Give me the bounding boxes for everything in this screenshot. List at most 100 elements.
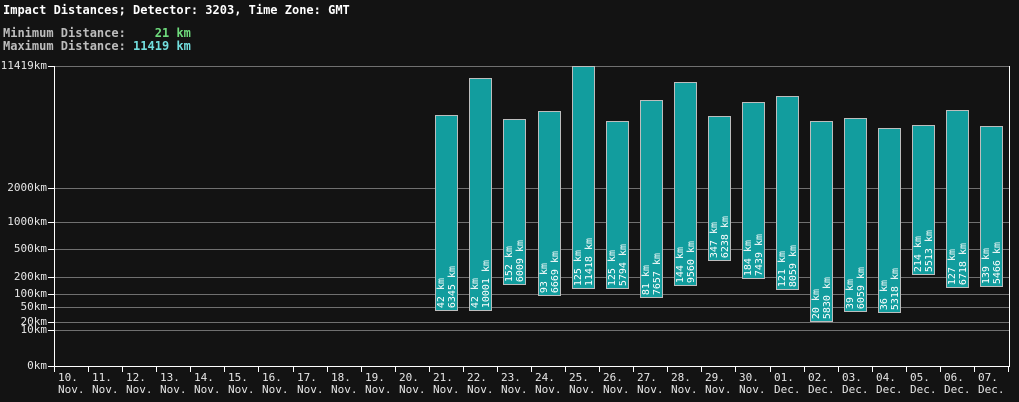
bar-labels: 152 km 6009 km xyxy=(503,240,526,282)
x-tick-mark xyxy=(122,367,123,372)
x-tick-mark xyxy=(735,367,736,372)
x-tick-mark xyxy=(463,367,464,372)
y-tick-mark xyxy=(48,322,54,323)
x-tick-mark xyxy=(258,367,259,372)
date-label: 20. Nov. xyxy=(399,372,426,396)
date-month: Nov. xyxy=(671,383,698,396)
date-day: 19. xyxy=(365,371,385,384)
gridline xyxy=(55,66,1009,67)
bar-min-label: 144 km xyxy=(674,246,686,283)
x-tick-mark xyxy=(565,367,566,372)
bar-labels: 121 km 8059 km xyxy=(776,245,799,287)
y-tick-mark xyxy=(48,188,54,189)
y-tick-label: 10km xyxy=(20,323,48,336)
x-tick-mark xyxy=(531,367,532,372)
x-tick-mark xyxy=(327,367,328,372)
date-day: 03. xyxy=(842,371,862,384)
date-label: 04. Dec. xyxy=(876,372,903,396)
date-label: 03. Dec. xyxy=(842,372,869,396)
bar-min-label: 184 km xyxy=(742,239,754,276)
date-day: 20. xyxy=(399,371,419,384)
range-bar: 121 km 8059 km xyxy=(776,96,799,290)
bar-max-label: 7657 km xyxy=(651,252,663,295)
bar-max-label: 6345 km xyxy=(446,265,458,308)
date-day: 26. xyxy=(603,371,623,384)
date-day: 17. xyxy=(297,371,317,384)
date-day: 01. xyxy=(774,371,794,384)
y-tick-mark xyxy=(48,366,54,367)
x-tick-mark xyxy=(633,367,634,372)
bar-min-label: 39 km xyxy=(844,278,856,309)
date-month: Nov. xyxy=(637,383,664,396)
y-tick-mark xyxy=(48,249,54,250)
date-label: 29. Nov. xyxy=(705,372,732,396)
date-label: 17. Nov. xyxy=(297,372,324,396)
date-month: Nov. xyxy=(467,383,494,396)
date-label: 21. Nov. xyxy=(433,372,460,396)
bar-labels: 144 km 9560 km xyxy=(674,241,697,283)
bar-max-label: 9560 km xyxy=(685,240,697,283)
date-month: Dec. xyxy=(944,383,971,396)
date-month: Nov. xyxy=(331,383,358,396)
bar-min-label: 81 km xyxy=(640,264,652,295)
bar-labels: 36 km 5318 km xyxy=(878,268,901,310)
date-day: 24. xyxy=(535,371,555,384)
min-distance-value: 21 km xyxy=(125,26,191,40)
date-day: 07. xyxy=(978,371,998,384)
date-day: 28. xyxy=(671,371,691,384)
y-tick-mark xyxy=(48,330,54,331)
bar-labels: 127 km 6718 km xyxy=(946,243,969,285)
max-distance-row: Maximum Distance: 11419 km xyxy=(3,39,191,53)
bar-min-label: 20 km xyxy=(810,288,822,319)
x-tick-mark xyxy=(940,367,941,372)
x-tick-mark xyxy=(770,367,771,372)
date-month: Nov. xyxy=(126,383,153,396)
y-tick-mark xyxy=(48,307,54,308)
x-tick-mark xyxy=(395,367,396,372)
date-day: 16. xyxy=(262,371,282,384)
date-label: 01. Dec. xyxy=(774,372,801,396)
date-day: 27. xyxy=(637,371,657,384)
date-day: 11. xyxy=(92,371,112,384)
range-bar: 127 km 6718 km xyxy=(946,110,969,288)
x-tick-mark xyxy=(190,367,191,372)
bar-labels: 139 km 5466 km xyxy=(980,242,1003,284)
date-day: 04. xyxy=(876,371,896,384)
date-day: 21. xyxy=(433,371,453,384)
date-label: 05. Dec. xyxy=(910,372,937,396)
bar-max-label: 5794 km xyxy=(617,243,629,286)
x-tick-mark xyxy=(872,367,873,372)
date-day: 13. xyxy=(160,371,180,384)
bar-max-label: 6718 km xyxy=(957,242,969,285)
date-month: Nov. xyxy=(365,383,392,396)
x-tick-mark xyxy=(906,367,907,372)
bar-max-label: 5466 km xyxy=(991,241,1003,284)
y-tick-label: 2000km xyxy=(7,181,47,194)
date-month: Dec. xyxy=(842,383,869,396)
gridline xyxy=(55,294,1009,295)
date-month: Nov. xyxy=(160,383,187,396)
y-tick-label: 200km xyxy=(13,270,47,283)
bar-labels: 20 km 5830 km xyxy=(810,277,833,319)
bar-max-label: 5513 km xyxy=(923,229,935,272)
range-bar: 93 km 6669 km xyxy=(538,111,561,296)
date-day: 06. xyxy=(944,371,964,384)
x-tick-mark xyxy=(54,367,55,372)
date-label: 25. Nov. xyxy=(569,372,596,396)
bar-labels: 93 km 6669 km xyxy=(538,251,561,293)
bar-labels: 347 km 6238 km xyxy=(708,216,731,258)
date-label: 30. Nov. xyxy=(739,372,766,396)
x-tick-mark xyxy=(974,367,975,372)
date-month: Dec. xyxy=(910,383,937,396)
bar-min-label: 125 km xyxy=(606,249,618,286)
x-tick-mark xyxy=(156,367,157,372)
bar-labels: 184 km 7439 km xyxy=(742,234,765,276)
bar-min-label: 139 km xyxy=(980,247,992,284)
chart-title: Impact Distances; Detector: 3203, Time Z… xyxy=(3,3,350,17)
bar-min-label: 214 km xyxy=(912,235,924,272)
bar-max-label: 10001 km xyxy=(480,259,492,308)
bar-labels: 42 km 6345 km xyxy=(435,266,458,308)
date-label: 22. Nov. xyxy=(467,372,494,396)
date-day: 14. xyxy=(194,371,214,384)
date-day: 23. xyxy=(501,371,521,384)
